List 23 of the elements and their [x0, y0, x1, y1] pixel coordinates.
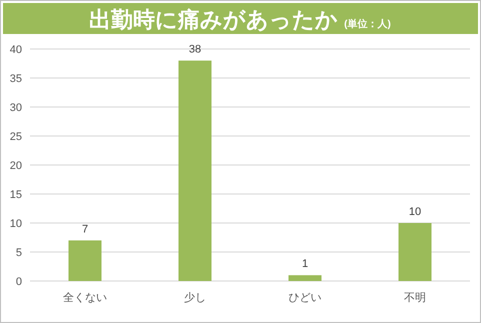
- y-tick-label: 0: [16, 276, 22, 288]
- data-label: 10: [408, 206, 422, 218]
- bar: [68, 240, 102, 281]
- bar: [398, 223, 432, 281]
- y-tick-label: 10: [10, 218, 22, 230]
- y-tick-label: 25: [10, 131, 22, 143]
- x-tick-label: 全くない: [63, 292, 107, 304]
- y-tick-label: 20: [10, 160, 22, 172]
- x-tick-label: ひどい: [288, 292, 322, 304]
- y-tick-label: 5: [16, 247, 22, 259]
- x-tick-label: 不明: [404, 292, 426, 304]
- data-label: 7: [82, 223, 88, 236]
- y-tick-label: 40: [10, 44, 22, 56]
- bar: [288, 275, 322, 281]
- chart-title: 出勤時に痛みがあったか: [89, 7, 338, 32]
- y-tick-label: 35: [10, 73, 22, 85]
- chart-subtitle: (単位：人): [344, 18, 391, 30]
- y-tick-label: 30: [10, 102, 22, 114]
- data-label: 38: [188, 44, 202, 56]
- y-tick-label: 15: [10, 189, 22, 201]
- x-tick-label: 少し: [184, 291, 206, 304]
- bar: [178, 60, 212, 281]
- data-label: 1: [302, 258, 308, 270]
